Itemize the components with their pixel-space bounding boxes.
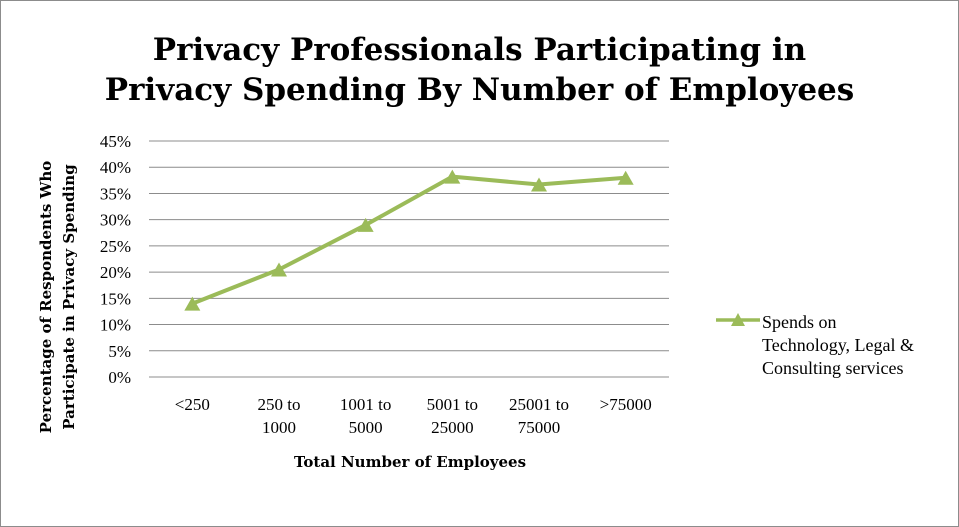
legend-triangle-marker — [731, 313, 745, 326]
x-tick-label: >75000 — [600, 395, 652, 414]
data-point-marker — [271, 262, 287, 277]
x-tick-label: 1000 — [262, 418, 296, 437]
gridlines — [149, 140, 669, 378]
legend-label-line-2: Technology, Legal & — [762, 335, 915, 355]
chart-title-line-2: Privacy Spending By Number of Employees — [104, 72, 855, 108]
legend-label-line-1: Spends on — [762, 312, 837, 332]
y-tick-label: 20% — [100, 263, 131, 282]
data-point-marker — [184, 296, 201, 311]
y-tick-label: 45% — [100, 132, 131, 151]
x-tick-label: 1001 to — [340, 395, 391, 414]
data-point-marker — [444, 169, 461, 184]
y-tick-label: 10% — [100, 316, 131, 335]
y-tick-labels: 0% 5% 10% 15% 20% 25% 30% 35% 40% 45% — [100, 132, 131, 387]
y-tick-label: 0% — [108, 368, 131, 387]
x-tick-label: 250 to — [258, 395, 301, 414]
x-axis-title: Total Number of Employees — [294, 453, 526, 471]
legend-label: Spends on Technology, Legal & Consulting… — [762, 311, 959, 380]
data-point-marker — [531, 177, 547, 192]
legend-swatch — [716, 313, 760, 327]
chart-title-line-1: Privacy Professionals Participating in — [152, 32, 807, 68]
legend-label-line-3: Consulting services — [762, 358, 904, 378]
y-tick-label: 5% — [108, 342, 131, 361]
data-point-marker — [357, 217, 374, 232]
y-axis-title-line-1: Percentage of Respondents Who — [37, 161, 55, 434]
y-tick-label: 25% — [100, 237, 131, 256]
x-tick-label: 5001 to — [427, 395, 478, 414]
y-tick-label: 15% — [100, 289, 131, 308]
x-tick-label: 25001 to — [509, 395, 569, 414]
y-tick-label: 40% — [100, 158, 131, 177]
chart-title: Privacy Professionals Participating in P… — [0, 30, 959, 110]
y-tick-label: 35% — [100, 184, 131, 203]
data-point-marker — [617, 170, 634, 185]
x-tick-label: 5000 — [349, 418, 383, 437]
series-layer — [184, 169, 634, 311]
x-tick-label: 75000 — [518, 418, 561, 437]
x-tick-label: <250 — [175, 395, 210, 414]
series-line — [191, 174, 626, 306]
x-tick-labels: <250 250 to 1000 1001 to 5000 5001 to 25000 250… — [175, 395, 652, 437]
legend: Spends on Technology, Legal & Consulting… — [716, 311, 959, 380]
y-tick-label: 30% — [100, 211, 131, 230]
y-axis-title-line-2: Participate in Privacy Spending — [60, 164, 78, 430]
x-tick-label: 25000 — [431, 418, 474, 437]
